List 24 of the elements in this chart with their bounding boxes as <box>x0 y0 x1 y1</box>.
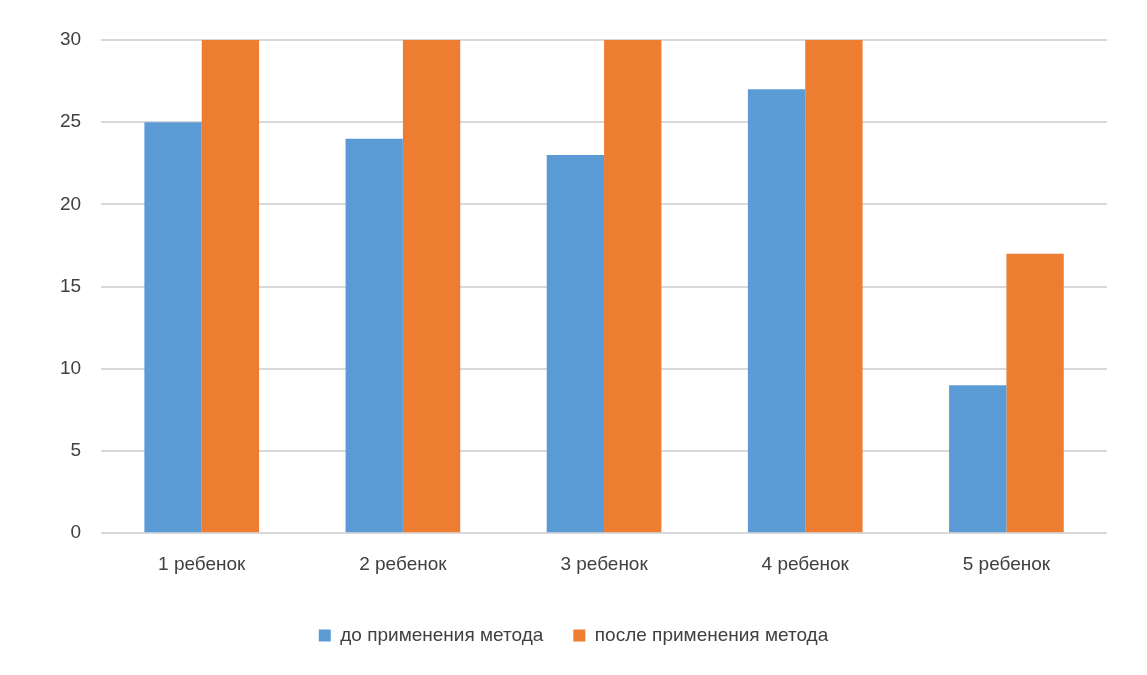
y-tick-label: 25 <box>59 110 82 132</box>
x-tick-label: 5 ребенок <box>962 552 1051 574</box>
bar <box>949 385 1007 533</box>
bar <box>201 40 260 533</box>
bar <box>805 40 863 533</box>
bar <box>747 89 806 533</box>
bar <box>144 122 202 533</box>
y-tick-label: 15 <box>59 274 82 296</box>
legend-label: после применения метода <box>594 623 829 645</box>
x-tick-label: 2 ребенок <box>359 552 448 574</box>
y-tick-label: 5 <box>70 439 82 461</box>
bar <box>345 138 403 533</box>
bar <box>604 40 662 533</box>
bar <box>402 40 461 533</box>
y-tick-label: 10 <box>59 357 82 379</box>
bar <box>546 155 605 533</box>
y-tick-label: 20 <box>59 192 82 214</box>
legend-label: до применения метода <box>340 623 544 645</box>
x-tick-label: 1 ребенок <box>158 552 247 574</box>
y-tick-label: 0 <box>70 521 82 543</box>
x-tick-label: 4 ребенок <box>761 552 850 574</box>
y-tick-label: 30 <box>59 28 82 50</box>
x-tick-label: 3 ребенок <box>560 552 649 574</box>
bar <box>1006 253 1064 533</box>
